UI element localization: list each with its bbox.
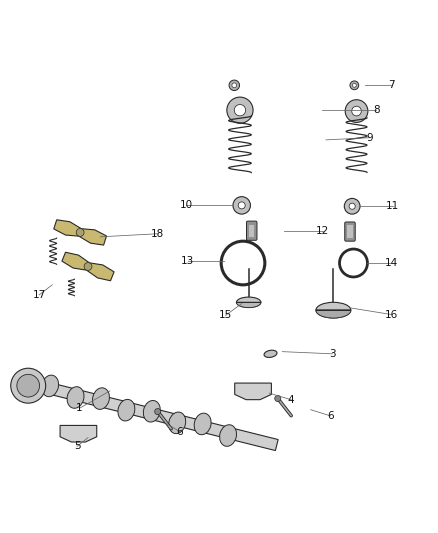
Bar <box>249 224 254 237</box>
Text: 8: 8 <box>373 105 379 115</box>
Circle shape <box>352 106 361 116</box>
Text: 3: 3 <box>329 349 336 359</box>
Ellipse shape <box>92 388 110 409</box>
Ellipse shape <box>194 413 211 435</box>
Text: 1: 1 <box>76 403 83 414</box>
Polygon shape <box>54 220 106 245</box>
Circle shape <box>234 104 246 116</box>
Circle shape <box>350 81 359 90</box>
Text: 17: 17 <box>32 290 46 300</box>
Text: 13: 13 <box>181 256 194 266</box>
Text: 11: 11 <box>386 201 399 211</box>
Polygon shape <box>62 252 114 281</box>
Circle shape <box>84 263 92 270</box>
Ellipse shape <box>118 399 135 421</box>
Circle shape <box>238 202 245 209</box>
Ellipse shape <box>67 387 84 408</box>
Text: 6: 6 <box>177 426 183 437</box>
Polygon shape <box>23 377 278 450</box>
Circle shape <box>349 203 355 209</box>
Bar <box>347 225 353 238</box>
Text: 10: 10 <box>180 200 193 211</box>
Polygon shape <box>235 383 272 400</box>
Circle shape <box>229 80 240 91</box>
Ellipse shape <box>316 302 351 318</box>
Ellipse shape <box>237 297 261 308</box>
Circle shape <box>76 229 84 236</box>
Ellipse shape <box>42 375 59 397</box>
Circle shape <box>227 97 253 123</box>
Circle shape <box>344 198 360 214</box>
Circle shape <box>345 100 368 123</box>
Text: 9: 9 <box>366 133 373 143</box>
Text: 16: 16 <box>385 310 398 319</box>
Ellipse shape <box>143 400 160 422</box>
Text: 15: 15 <box>219 310 232 320</box>
FancyBboxPatch shape <box>345 222 355 241</box>
Circle shape <box>275 395 281 401</box>
Circle shape <box>232 83 237 87</box>
Polygon shape <box>60 425 97 442</box>
Polygon shape <box>237 302 261 308</box>
Text: 7: 7 <box>388 80 395 90</box>
Ellipse shape <box>264 350 277 358</box>
Text: 12: 12 <box>316 225 329 236</box>
Text: 4: 4 <box>288 394 294 405</box>
Text: 5: 5 <box>74 441 81 451</box>
Ellipse shape <box>219 425 237 446</box>
Polygon shape <box>316 310 351 318</box>
Circle shape <box>17 374 39 397</box>
Ellipse shape <box>169 412 186 434</box>
Text: 14: 14 <box>385 258 398 268</box>
FancyBboxPatch shape <box>247 221 257 240</box>
Circle shape <box>155 408 161 415</box>
Circle shape <box>11 368 46 403</box>
Circle shape <box>233 197 251 214</box>
Text: 18: 18 <box>151 229 165 239</box>
Circle shape <box>353 83 357 87</box>
Text: 6: 6 <box>327 411 334 421</box>
